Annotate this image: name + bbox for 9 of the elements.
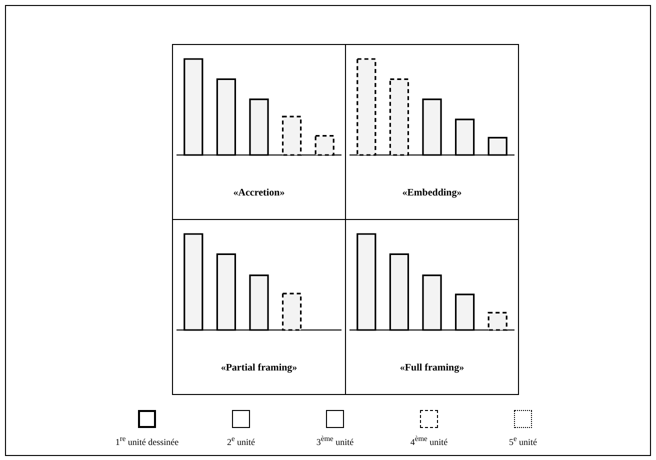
text: «Full framing» — [400, 362, 464, 374]
text: «Embedding» — [402, 188, 462, 199]
text: «Partial framing» — [220, 362, 298, 374]
text: 3$^{ème}$ unité — [315, 434, 355, 447]
text: 4$^{ème}$ unité — [409, 434, 449, 447]
text: 1$^{re}$ unité dessinée — [114, 434, 180, 447]
text: 5$^{e}$ unité — [508, 434, 538, 447]
text: 2$^{e}$ unité — [226, 434, 256, 447]
text: «Accretion» — [233, 188, 285, 199]
